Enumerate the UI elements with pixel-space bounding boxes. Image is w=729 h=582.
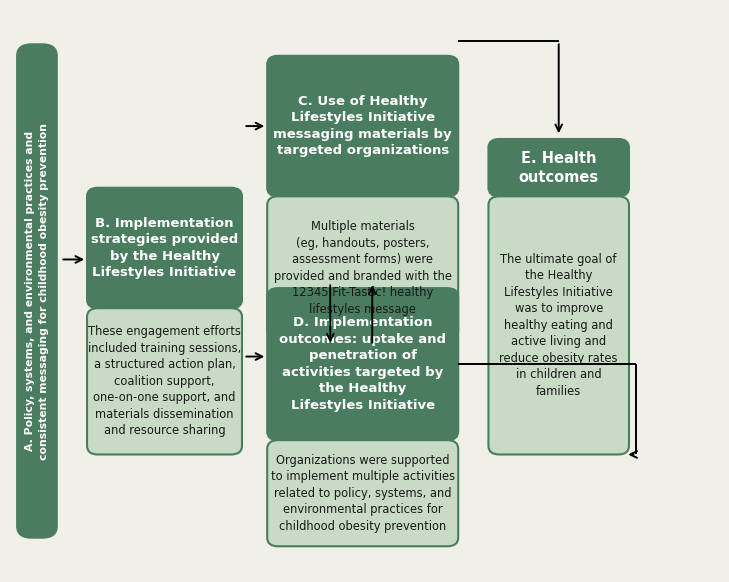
FancyBboxPatch shape [268,196,459,340]
Text: Organizations were supported
to implement multiple activities
related to policy,: Organizations were supported to implemen… [270,454,455,533]
Text: E. Health
outcomes: E. Health outcomes [518,151,599,184]
Text: Multiple materials
(eg, handouts, posters,
assessment forms) were
provided and b: Multiple materials (eg, handouts, poster… [273,221,452,316]
Text: D. Implementation
outcomes: uptake and
penetration of
activities targeted by
the: D. Implementation outcomes: uptake and p… [279,317,446,412]
Text: These engagement efforts
included training sessions,
a structured action plan,
c: These engagement efforts included traini… [88,325,241,437]
Text: B. Implementation
strategies provided
by the Healthy
Lifestyles Initiative: B. Implementation strategies provided by… [91,217,238,279]
FancyBboxPatch shape [488,196,629,455]
Text: C. Use of Healthy
Lifestyles Initiative
messaging materials by
targeted organiza: C. Use of Healthy Lifestyles Initiative … [273,95,452,157]
FancyBboxPatch shape [87,308,242,455]
FancyBboxPatch shape [87,188,242,308]
Text: A. Policy, systems, and environmental practices and
consistent messaging for chi: A. Policy, systems, and environmental pr… [26,122,49,460]
FancyBboxPatch shape [268,288,459,440]
FancyBboxPatch shape [268,440,459,546]
FancyBboxPatch shape [17,44,57,538]
FancyBboxPatch shape [488,139,629,196]
Text: The ultimate goal of
the Healthy
Lifestyles Initiative
was to improve
healthy ea: The ultimate goal of the Healthy Lifesty… [499,253,618,398]
FancyBboxPatch shape [268,56,459,196]
